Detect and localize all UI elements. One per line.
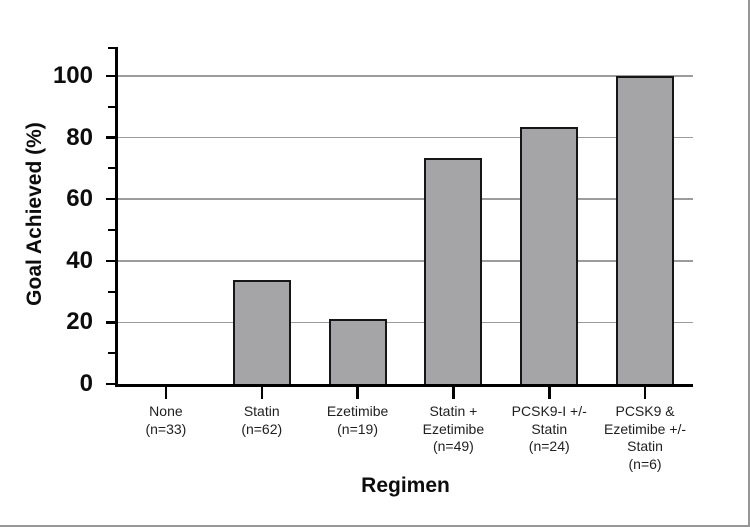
- y-major-tick: [106, 74, 115, 78]
- y-tick-label: 60: [66, 185, 93, 213]
- x-category-label: Statin (n=62): [241, 403, 283, 437]
- bar: [328, 319, 387, 384]
- bar: [232, 279, 291, 384]
- y-tick-label: 80: [66, 123, 93, 151]
- y-major-tick: [106, 382, 115, 386]
- x-labels-row: None (n=33) Statin (n=62) Ezetimibe (n=19)…: [118, 403, 693, 473]
- y-axis-title: Goal Achieved (%): [23, 122, 46, 306]
- gridline: [118, 136, 693, 139]
- y-major-tick: [106, 321, 115, 324]
- bar: [616, 76, 675, 384]
- x-axis-title: Regimen: [361, 474, 450, 497]
- y-minor-tick: [108, 167, 115, 170]
- y-minor-tick: [108, 290, 115, 293]
- y-major-tick: [106, 197, 115, 201]
- bar: [424, 157, 483, 384]
- bars-layer: [118, 47, 693, 384]
- x-category-label: None (n=33): [145, 403, 187, 437]
- y-major-tick: [106, 259, 115, 263]
- x-tick: [356, 387, 359, 399]
- y-tick-label: 40: [66, 246, 93, 274]
- x-category-label: PCSK9 & Ezetimibe +/- Statin (n=6): [604, 403, 687, 472]
- x-tick: [260, 387, 263, 399]
- bar: [520, 127, 579, 384]
- gridline: [118, 260, 693, 262]
- x-tick: [643, 387, 647, 399]
- y-major-tick: [106, 136, 115, 139]
- y-minor-tick: [108, 47, 115, 50]
- x-category-label: Statin + Ezetimibe (n=49): [422, 403, 485, 454]
- y-minor-tick: [108, 228, 115, 232]
- x-category-label: Ezetimibe (n=19): [326, 403, 389, 437]
- y-tick-label: 100: [52, 62, 93, 89]
- x-tick: [452, 387, 455, 399]
- plot-area: 0 20 40 60 80 100: [53, 47, 693, 399]
- y-minor-tick: [108, 352, 115, 355]
- y-tick-label: 20: [66, 308, 93, 336]
- x-category-label: PCSK9-I +/- Statin (n=24): [511, 403, 587, 454]
- y-tick-label: 0: [79, 370, 93, 397]
- gridline: [118, 198, 693, 200]
- y-minor-tick: [108, 105, 115, 108]
- gridline: [118, 75, 693, 77]
- x-tick: [548, 387, 551, 399]
- gridline: [118, 321, 693, 324]
- x-tick: [164, 387, 168, 399]
